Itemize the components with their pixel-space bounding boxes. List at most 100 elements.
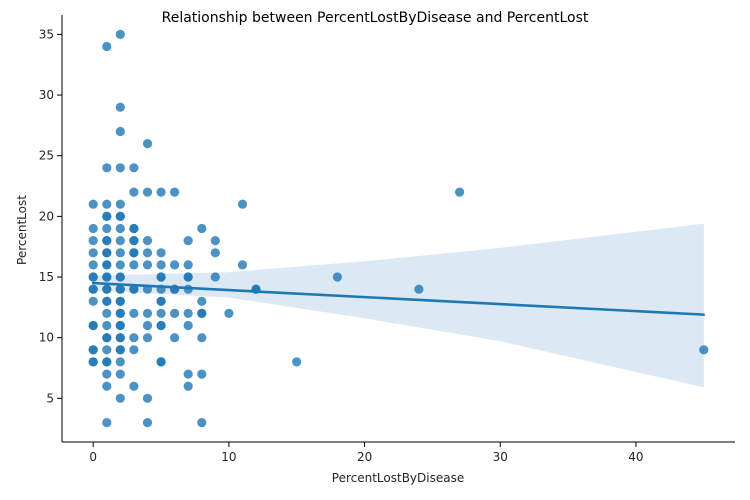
data-point bbox=[332, 272, 342, 282]
data-point bbox=[102, 284, 112, 294]
data-point bbox=[115, 308, 125, 318]
data-point bbox=[102, 357, 112, 367]
data-point bbox=[142, 248, 153, 258]
data-point bbox=[129, 236, 139, 246]
data-point bbox=[88, 260, 98, 270]
data-point bbox=[88, 248, 98, 258]
x-tick-label: 40 bbox=[628, 450, 643, 464]
data-point bbox=[88, 320, 98, 331]
data-point bbox=[115, 248, 125, 258]
data-point bbox=[102, 345, 112, 355]
data-point bbox=[115, 345, 125, 355]
data-point bbox=[170, 260, 180, 270]
data-point bbox=[102, 211, 112, 221]
data-point bbox=[129, 223, 139, 234]
y-tick-label: 10 bbox=[39, 331, 54, 345]
data-point bbox=[102, 369, 112, 379]
y-tick-label: 25 bbox=[39, 149, 54, 163]
data-point bbox=[102, 272, 112, 282]
data-point bbox=[183, 369, 193, 379]
data-point bbox=[224, 308, 234, 318]
data-point bbox=[237, 260, 248, 270]
data-point bbox=[156, 260, 166, 270]
data-point bbox=[88, 272, 98, 282]
points-layer bbox=[88, 29, 709, 428]
data-point bbox=[210, 248, 220, 258]
data-point bbox=[129, 248, 139, 258]
data-point bbox=[102, 418, 112, 428]
data-point bbox=[183, 308, 193, 318]
axes-layer: 0 10 20 30 40 5 10 15 20 25 30 35 bbox=[39, 15, 735, 464]
data-point bbox=[156, 248, 166, 258]
data-point bbox=[142, 320, 153, 331]
data-point bbox=[115, 211, 125, 221]
x-tick-label: 30 bbox=[493, 450, 508, 464]
data-point bbox=[129, 187, 139, 197]
data-point bbox=[142, 308, 153, 318]
data-point bbox=[156, 320, 166, 331]
data-point bbox=[115, 272, 125, 282]
data-point bbox=[115, 260, 125, 270]
data-point bbox=[142, 393, 153, 403]
regression-line bbox=[91, 281, 706, 316]
data-point bbox=[129, 284, 139, 294]
data-point bbox=[115, 102, 125, 112]
data-point bbox=[102, 296, 112, 306]
data-point bbox=[156, 296, 166, 306]
data-point bbox=[170, 187, 180, 197]
data-point bbox=[102, 248, 112, 258]
data-point bbox=[129, 381, 139, 391]
data-point bbox=[292, 357, 302, 367]
data-point bbox=[115, 333, 125, 343]
data-point bbox=[183, 381, 193, 391]
data-point bbox=[115, 236, 125, 246]
data-point bbox=[115, 296, 125, 306]
data-point bbox=[129, 345, 139, 355]
data-point bbox=[115, 393, 125, 403]
data-point bbox=[142, 139, 153, 149]
data-point bbox=[156, 272, 166, 282]
data-point bbox=[88, 357, 98, 367]
data-point bbox=[115, 163, 125, 173]
data-point bbox=[129, 260, 139, 270]
data-point bbox=[197, 369, 207, 379]
data-point bbox=[142, 260, 153, 270]
data-point bbox=[102, 236, 112, 246]
data-point bbox=[102, 320, 112, 331]
data-point bbox=[115, 29, 125, 39]
data-point bbox=[170, 333, 180, 343]
data-point bbox=[129, 333, 139, 343]
data-point bbox=[455, 187, 465, 197]
data-point bbox=[197, 418, 207, 428]
y-tick-label: 35 bbox=[39, 27, 54, 41]
data-point bbox=[142, 187, 153, 197]
data-point bbox=[197, 296, 207, 306]
x-axis-label: PercentLostByDisease bbox=[332, 471, 464, 485]
data-point bbox=[414, 284, 424, 294]
x-tick-label: 20 bbox=[357, 450, 372, 464]
data-point bbox=[183, 260, 193, 270]
data-point bbox=[102, 41, 112, 52]
data-point bbox=[170, 308, 180, 318]
regression-line-layer bbox=[91, 281, 706, 316]
data-point bbox=[88, 296, 98, 306]
data-point bbox=[156, 357, 166, 367]
data-point bbox=[115, 199, 125, 209]
data-point bbox=[88, 223, 98, 234]
data-point bbox=[183, 272, 193, 282]
x-tick-label: 10 bbox=[221, 450, 236, 464]
data-point bbox=[197, 333, 207, 343]
data-point bbox=[210, 272, 220, 282]
data-point bbox=[115, 357, 125, 367]
confidence-band-layer bbox=[93, 223, 704, 388]
y-tick-label: 20 bbox=[39, 209, 54, 223]
data-point bbox=[102, 333, 112, 343]
y-tick-label: 30 bbox=[39, 88, 54, 102]
data-point bbox=[197, 308, 207, 318]
data-point bbox=[115, 284, 125, 294]
confidence-band bbox=[93, 223, 704, 388]
data-point bbox=[88, 199, 98, 209]
data-point bbox=[88, 284, 98, 294]
data-point bbox=[115, 320, 125, 331]
